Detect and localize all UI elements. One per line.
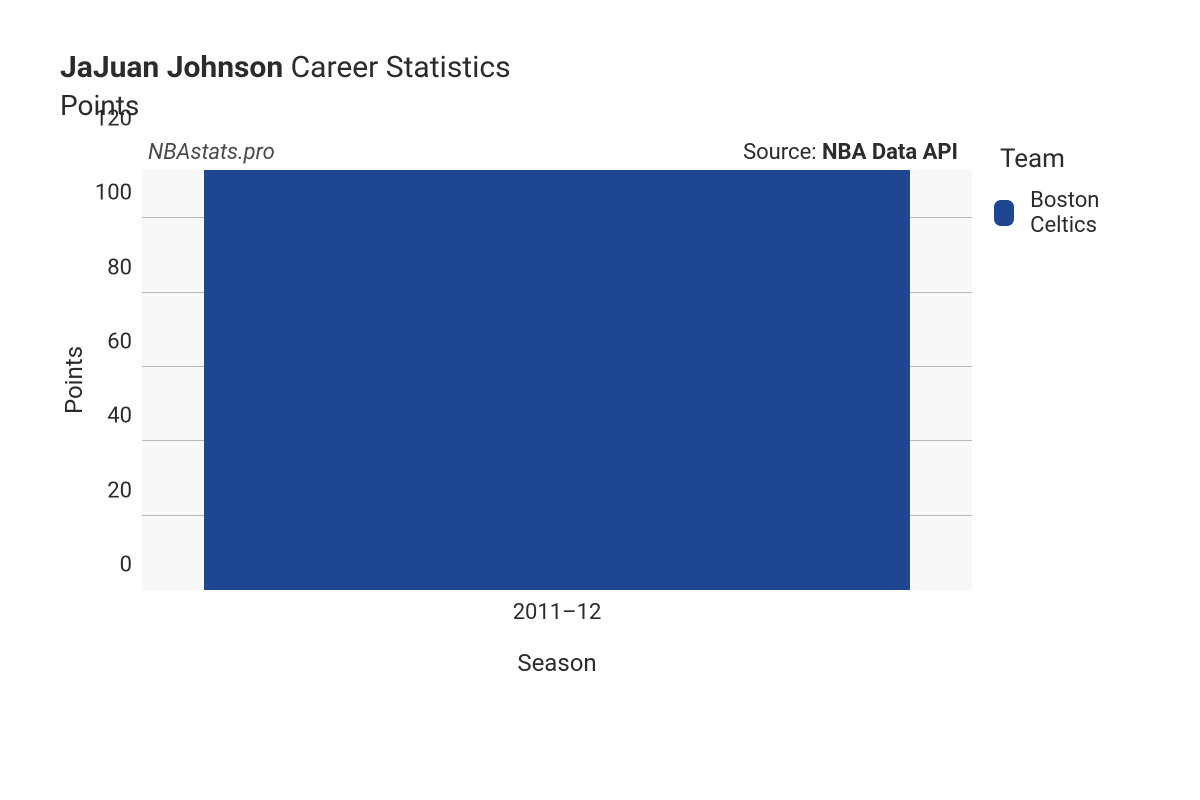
- plot-and-ticks: 020406080100120: [88, 170, 972, 590]
- y-tick-label: 60: [107, 330, 132, 355]
- y-axis-label: Points: [60, 346, 88, 414]
- bar: [204, 170, 910, 590]
- plot-column: NBAstats.pro Source: NBA Data API 0 20 40 6…: [88, 140, 972, 677]
- chart-meta-row: NBAstats.pro Source: NBA Data API: [142, 140, 972, 170]
- legend-swatch: [994, 200, 1014, 226]
- legend: Team Boston Celtics: [994, 140, 1140, 238]
- chart-title-player: JaJuan Johnson: [60, 50, 283, 85]
- y-tick-label: 0: [120, 553, 132, 578]
- chart-title: JaJuan Johnson Career Statistics: [60, 50, 1140, 85]
- y-tick-label: 20: [107, 478, 132, 503]
- chart-subtitle: Points: [60, 89, 1140, 122]
- y-tick-label: 120: [95, 106, 132, 131]
- chart-page: JaJuan Johnson Career Statistics Points …: [0, 0, 1200, 800]
- x-axis-label: Season: [142, 625, 972, 677]
- source-attribution: Source: NBA Data API: [743, 140, 958, 165]
- source-prefix: Source:: [743, 140, 822, 165]
- legend-item-label: Boston Celtics: [1030, 188, 1140, 238]
- y-tick-label: 40: [107, 404, 132, 429]
- legend-title: Team: [1000, 144, 1140, 174]
- legend-item: Boston Celtics: [994, 188, 1140, 238]
- plot-area: [142, 170, 972, 590]
- chart-title-suffix: Career Statistics: [283, 50, 510, 85]
- y-tick-label: 100: [95, 181, 132, 206]
- x-tick-label: 2011–12: [142, 590, 972, 625]
- source-name: NBA Data API: [822, 140, 958, 165]
- y-axis-label-wrap: Points: [60, 160, 88, 600]
- chart-row: Points NBAstats.pro Source: NBA Data API…: [60, 140, 1140, 677]
- watermark-text: NBAstats.pro: [148, 140, 275, 165]
- y-tick-label: 80: [107, 255, 132, 280]
- y-tick-column: 020406080100120: [88, 170, 142, 590]
